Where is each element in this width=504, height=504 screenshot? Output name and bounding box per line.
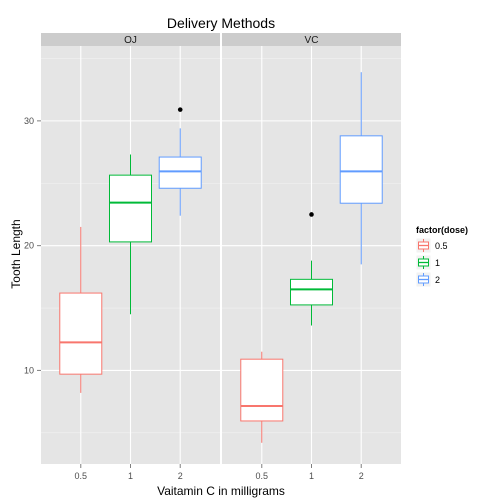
panel-oj: OJ 0.5 1 2: [41, 33, 220, 481]
plot-panels: 10 20 30 OJ 0.5 1 2 VC 0.5 1 2: [24, 33, 401, 481]
x-tick-label: 0.5: [256, 471, 269, 481]
legend-title: factor(dose): [416, 225, 468, 235]
panel-vc: VC 0.5 1 2: [222, 33, 401, 481]
y-tick-label: 30: [24, 116, 34, 126]
outlier-point: [177, 107, 183, 112]
box: [240, 358, 284, 422]
facet-strip: [222, 33, 401, 46]
boxplot-vc-dose-2: [339, 72, 383, 265]
boxplot-oj-dose-1: [109, 154, 152, 315]
outlier-point: [309, 212, 314, 217]
x-tick-label: 1: [128, 471, 133, 481]
boxplot-vc-dose-1: [290, 212, 333, 326]
box: [109, 174, 152, 243]
boxplot-oj-dose-2: [158, 107, 202, 216]
facet-strip-label: VC: [305, 35, 319, 46]
box: [290, 278, 333, 306]
legend-label: 1: [435, 258, 440, 268]
x-tick-label: 0.5: [75, 471, 88, 481]
legend-label: 2: [435, 275, 440, 285]
box: [59, 292, 103, 375]
chart-title: Delivery Methods: [167, 15, 275, 31]
legend-key-2: 2: [415, 271, 440, 288]
legend-key-0.5: 0.5: [415, 237, 448, 254]
x-axis-title: Vaitamin C in milligrams: [157, 484, 285, 498]
y-axis-title: Tooth Length: [9, 219, 23, 288]
legend-key-1: 1: [415, 254, 440, 271]
legend: factor(dose) 0.5 1 2: [415, 225, 468, 288]
box: [158, 156, 202, 189]
x-tick-label: 2: [359, 471, 364, 481]
facet-strip-label: OJ: [124, 35, 137, 46]
box: [339, 135, 383, 204]
x-tick-label: 2: [178, 471, 183, 481]
legend-label: 0.5: [435, 241, 448, 251]
y-tick-label: 20: [24, 241, 34, 251]
y-tick-label: 10: [24, 365, 34, 375]
boxplot-vc-dose-0.5: [240, 351, 284, 443]
x-tick-label: 1: [309, 471, 314, 481]
boxplot-oj-dose-0.5: [59, 226, 103, 393]
facet-strip: [41, 33, 220, 46]
